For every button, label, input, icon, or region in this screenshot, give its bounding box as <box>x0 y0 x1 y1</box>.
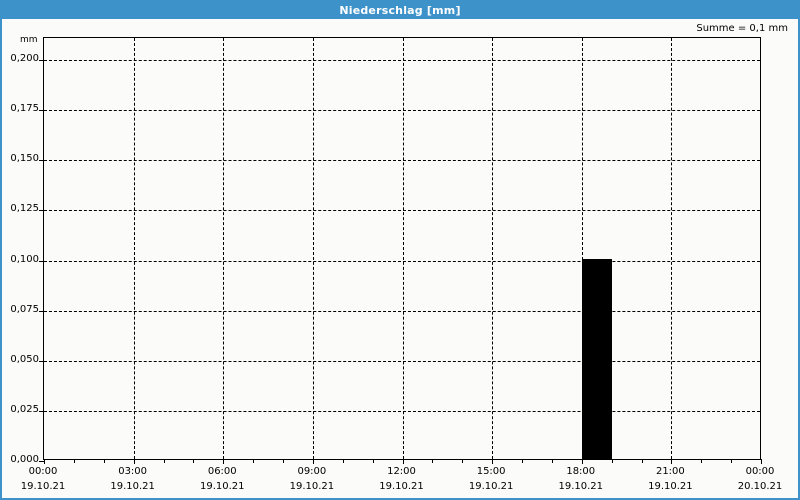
gridline-horizontal <box>44 60 760 61</box>
gridline-vertical <box>671 38 673 459</box>
bar <box>581 258 612 459</box>
x-axis-minor-tick <box>611 459 613 463</box>
x-axis-tick-date: 19.10.21 <box>20 481 66 492</box>
x-axis-tick-label: 15:00 19.10.21 <box>446 464 536 494</box>
y-axis-tick-label: 0,200 <box>10 53 39 64</box>
x-axis-minor-tick <box>432 459 434 463</box>
gridline-horizontal <box>44 210 760 212</box>
x-axis-minor-tick <box>163 459 165 463</box>
x-axis-minor-tick <box>641 459 643 463</box>
x-axis-tick <box>133 459 135 464</box>
y-axis-tick-label: 0,125 <box>10 203 39 215</box>
gridline-horizontal <box>44 160 760 162</box>
x-axis-minor-tick <box>462 459 464 463</box>
x-axis-tick-label: 09:00 19.10.21 <box>267 464 357 494</box>
x-axis-tick-time: 00:00 <box>745 466 775 477</box>
gridline-vertical <box>312 38 314 459</box>
x-axis-minor-tick <box>342 459 344 463</box>
x-axis-tick-date: 19.10.21 <box>199 481 245 492</box>
y-axis-tick-label: 0,075 <box>10 303 39 315</box>
x-axis-tick <box>761 459 762 464</box>
x-axis-tick-date: 20.10.21 <box>737 481 783 492</box>
x-axis-tick-date: 19.10.21 <box>558 481 604 492</box>
x-axis-tick-date: 19.10.21 <box>648 481 693 492</box>
y-axis-tick-label: 0,175 <box>10 103 39 115</box>
x-axis-tick-time: 18:00 <box>566 466 596 477</box>
x-axis-tick-date: 19.10.21 <box>379 481 424 492</box>
x-axis-tick <box>312 459 314 464</box>
gridline-vertical <box>402 38 404 459</box>
x-axis-tick <box>402 459 404 464</box>
x-axis-minor-tick <box>551 459 553 463</box>
x-axis-tick <box>223 459 225 464</box>
x-axis-tick-label: 00:00 19.10.21 <box>2 464 88 494</box>
x-axis-tick-time: 15:00 <box>476 466 506 477</box>
y-axis-tick <box>39 461 44 462</box>
x-axis-tick-date: 19.10.21 <box>468 481 514 492</box>
x-axis-tick <box>44 459 45 464</box>
x-axis-tick-label: 06:00 19.10.21 <box>177 464 267 494</box>
chart-title: Niederschlag [mm] <box>2 2 798 19</box>
gridline-horizontal <box>44 260 760 262</box>
gridline-horizontal <box>44 410 760 412</box>
x-axis-tick-label: 21:00 19.10.21 <box>625 464 715 494</box>
sum-annotation: Summe = 0,1 mm <box>696 23 788 34</box>
y-axis-tick <box>39 60 44 61</box>
gridline-vertical <box>133 38 135 459</box>
x-axis-minor-tick <box>193 459 195 463</box>
x-axis-minor-tick <box>372 459 374 463</box>
x-axis-minor-tick <box>103 459 105 463</box>
y-axis-tick <box>39 410 44 412</box>
x-axis-tick-time: 12:00 <box>387 466 416 477</box>
x-axis-tick-time: 00:00 <box>28 466 58 477</box>
y-axis-labels: 0,000 0,025 0,050 0,075 0,100 0,125 0,150 0,175… <box>2 2 39 498</box>
y-axis-tick <box>39 110 44 112</box>
x-axis-tick <box>671 459 673 464</box>
gridline-vertical <box>223 38 225 459</box>
x-axis-tick-time: 21:00 <box>655 466 685 477</box>
y-axis-tick <box>39 160 44 162</box>
y-axis-tick <box>39 360 44 362</box>
gridline-vertical <box>492 38 494 459</box>
y-axis-tick <box>39 260 44 262</box>
x-axis-labels: 00:00 19.10.21 03:00 19.10.21 06:00 19.10.21 0… <box>2 464 798 498</box>
y-axis-unit-label: mm <box>20 35 38 45</box>
x-axis-tick-label: 00:00 20.10.21 <box>715 464 798 494</box>
y-axis-tick-label: 0,050 <box>10 353 39 365</box>
y-axis-tick <box>39 210 44 212</box>
y-axis-tick-label: 0,150 <box>10 153 39 165</box>
y-axis-tick <box>39 310 44 312</box>
x-axis-tick-label: 18:00 19.10.21 <box>536 464 626 494</box>
x-axis-tick-time: 09:00 <box>297 466 327 477</box>
x-axis-minor-tick <box>283 459 284 463</box>
x-axis-tick-time: 06:00 <box>207 466 237 477</box>
y-axis-tick-label: 0,000 <box>10 454 39 465</box>
gridline-horizontal <box>44 110 760 112</box>
gridline-horizontal <box>44 360 760 362</box>
x-axis-tick-label: 03:00 19.10.21 <box>88 464 178 494</box>
x-axis-tick-label: 12:00 19.10.21 <box>357 464 447 494</box>
x-axis-tick-date: 19.10.21 <box>289 481 335 492</box>
x-axis-minor-tick <box>73 459 75 463</box>
y-axis-tick-label: 0,100 <box>10 253 39 265</box>
x-axis-tick <box>581 459 583 464</box>
gridline-vertical <box>581 38 583 459</box>
x-axis-tick-date: 19.10.21 <box>110 481 155 492</box>
x-axis-minor-tick <box>253 459 255 463</box>
x-axis-minor-tick <box>701 459 703 463</box>
x-axis-tick-time: 03:00 <box>118 466 148 477</box>
gridline-horizontal <box>44 310 760 312</box>
plot-area <box>39 37 762 464</box>
y-axis-tick-label: 0,025 <box>10 403 39 415</box>
x-axis-minor-tick <box>731 459 733 463</box>
x-axis-tick <box>492 459 494 464</box>
x-axis-minor-tick <box>522 459 523 463</box>
